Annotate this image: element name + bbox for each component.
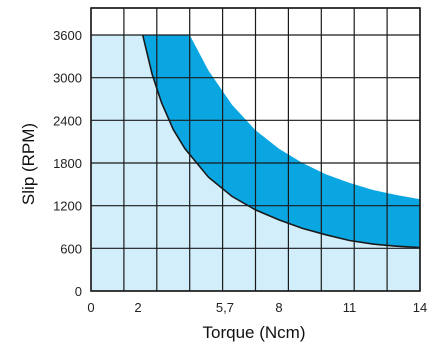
- y-tick-label: 2400: [53, 113, 82, 128]
- light-area: [91, 35, 420, 291]
- slip-band-area: [142, 35, 420, 248]
- plot-frame: [90, 7, 421, 292]
- x-axis-ticks: 0 2 5,7 8 11 14: [87, 300, 427, 315]
- y-tick-label: 3000: [53, 71, 82, 86]
- x-tick-label: 14: [413, 300, 427, 315]
- y-tick-label: 3600: [53, 28, 82, 43]
- x-tick-label: 8: [275, 300, 282, 315]
- lower-slip-curve: [141, 34, 421, 249]
- x-axis-title: Torque (Ncm): [203, 323, 306, 342]
- curves: [141, 34, 421, 249]
- y-tick-label: 1200: [53, 199, 82, 214]
- x-tick-label: 5,7: [216, 300, 234, 315]
- x-tick-label: 0: [87, 300, 94, 315]
- y-axis-ticks: 0 600 1200 1800 2400 3000 3600: [53, 28, 82, 299]
- operating-area: [91, 35, 420, 291]
- y-tick-label: 1800: [53, 156, 82, 171]
- y-axis-title: Slip (RPM): [19, 123, 38, 205]
- slip-band: [142, 35, 420, 248]
- x-tick-label: 11: [343, 300, 357, 315]
- x-tick-label: 2: [134, 300, 141, 315]
- y-tick-label: 600: [60, 241, 82, 256]
- y-tick-label: 0: [75, 284, 82, 299]
